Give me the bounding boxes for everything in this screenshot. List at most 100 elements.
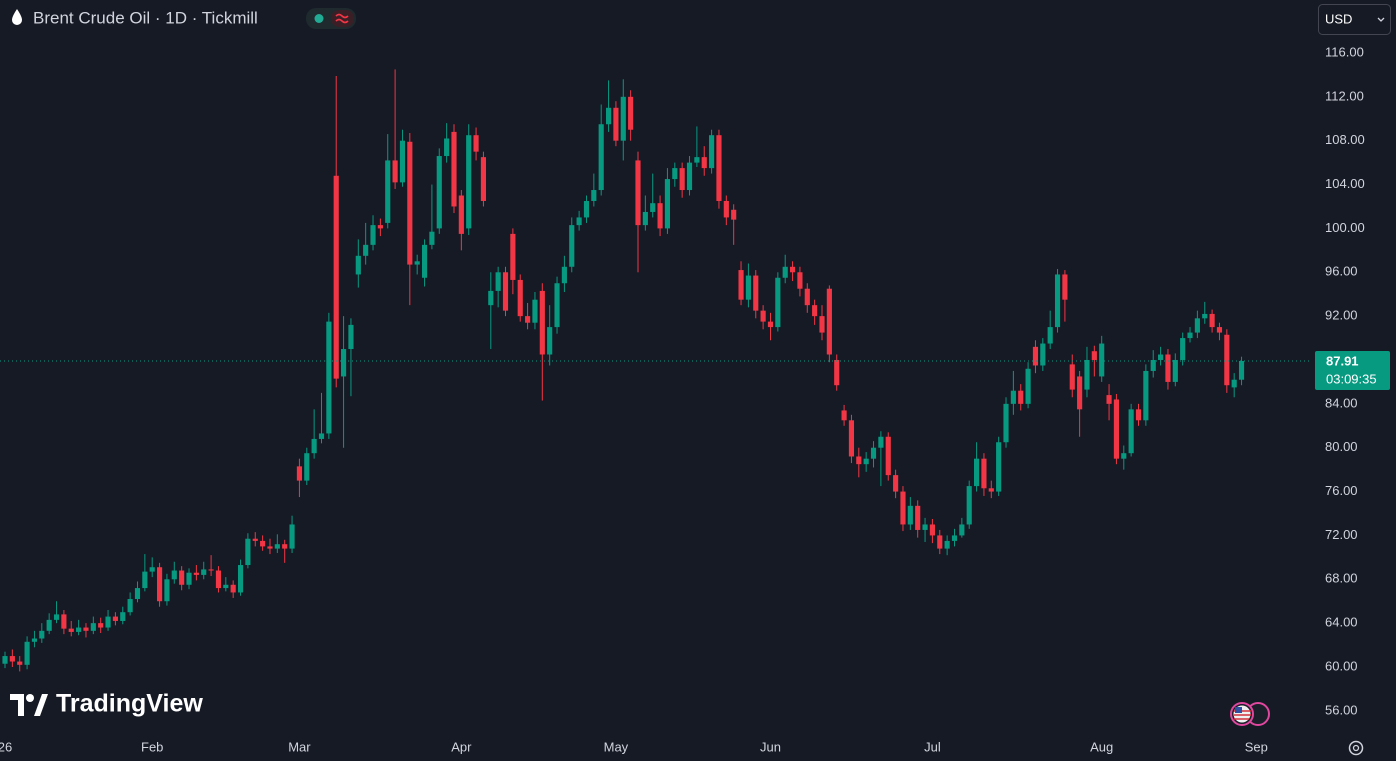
candle-body [1010,390,1016,404]
candle-body [1062,274,1068,300]
candle-body [767,321,774,328]
candle-body [179,570,185,585]
candle-body [554,283,560,328]
candle-body [1194,318,1200,333]
candle-body [98,623,104,628]
candle-body [142,571,148,589]
candle-body [701,157,707,169]
candle-body [399,140,406,183]
candle-body [230,584,236,593]
candle-body [9,656,15,662]
candle-body [694,157,700,163]
y-tick-label: 64.00 [1325,615,1358,630]
candle-body [193,572,199,575]
x-tick-label: Jul [924,739,941,754]
candle-body [1135,409,1142,421]
candle-body [127,599,133,613]
x-tick-label: Mar [288,739,311,754]
candle-body [664,179,671,229]
candle-body [458,195,464,234]
candle-body [650,203,656,212]
candle-body [988,488,994,492]
y-tick-label: 56.00 [1325,702,1358,717]
candle-body [46,619,52,631]
candle-body [517,279,523,317]
candle-body [1047,327,1053,344]
candle-body [738,270,744,300]
candle-body [885,436,891,476]
candle-body [120,612,126,621]
candle-body [1018,390,1024,404]
currency-select[interactable] [1318,4,1391,35]
candle-body [39,630,45,639]
x-tick-label: Jun [760,739,781,754]
candle-body [414,261,420,265]
brand-name[interactable]: TradingView [56,690,203,718]
candle-body [1187,332,1193,339]
candle-body [723,200,729,218]
candle-body [429,231,435,245]
candle-body [83,627,89,631]
y-tick-label: 100.00 [1325,220,1365,235]
candle-body [642,211,648,226]
plot-area [0,69,1310,672]
x-tick-label: 26 [0,739,12,754]
candle-body [870,447,877,459]
candle-body [1128,409,1134,454]
candle-body [657,203,663,229]
candle-body [289,524,295,549]
candle-body [944,540,950,549]
candle-body [274,544,280,549]
candle-body [620,96,626,141]
candle-body [679,168,685,191]
candle-body [164,579,170,602]
candle-body [112,616,118,621]
settings-icon[interactable] [1348,740,1364,756]
candle-body [1069,364,1075,390]
candle-body [1054,274,1061,328]
candle-body [973,458,980,487]
candle-body [1113,399,1119,459]
y-tick-label: 116.00 [1325,44,1364,59]
candle-body [996,442,1002,492]
symbol-title[interactable]: Brent Crude Oil · 1D · Tickmill [33,8,258,27]
candle-body [1143,370,1149,421]
candle-body [569,225,575,267]
candle-body [186,572,192,585]
candle-body [260,540,266,547]
candle-body [547,327,553,355]
candle-body [1216,327,1223,333]
candle-body [561,266,567,284]
candle-body [804,288,810,306]
candle-body [480,157,487,201]
candle-body [363,244,369,256]
candle-body [922,524,928,530]
candle-body [1224,334,1230,386]
y-tick-label: 68.00 [1325,571,1358,586]
candle-body [848,420,855,457]
candle-body [2,656,8,664]
y-tick-label: 72.00 [1325,527,1358,542]
candle-body [68,628,74,632]
event-flags[interactable] [1230,702,1270,726]
candle-body [282,544,288,549]
candle-body [466,135,472,229]
y-tick-label: 60.00 [1325,658,1358,673]
candle-body [495,272,501,291]
candle-body [156,567,163,602]
candle-body [929,524,935,536]
y-tick-label: 104.00 [1325,176,1365,191]
y-tick-label: 80.00 [1325,439,1358,454]
candle-body [856,456,862,465]
y-tick-label: 76.00 [1325,483,1358,498]
candle-body [267,546,273,549]
candle-body [753,275,759,311]
candle-body [1158,354,1164,360]
candle-body [252,538,258,541]
candle-body [834,359,840,386]
candle-body [1106,395,1112,404]
delay-icon [335,13,349,24]
candle-body [893,475,899,492]
candle-body [907,505,913,525]
